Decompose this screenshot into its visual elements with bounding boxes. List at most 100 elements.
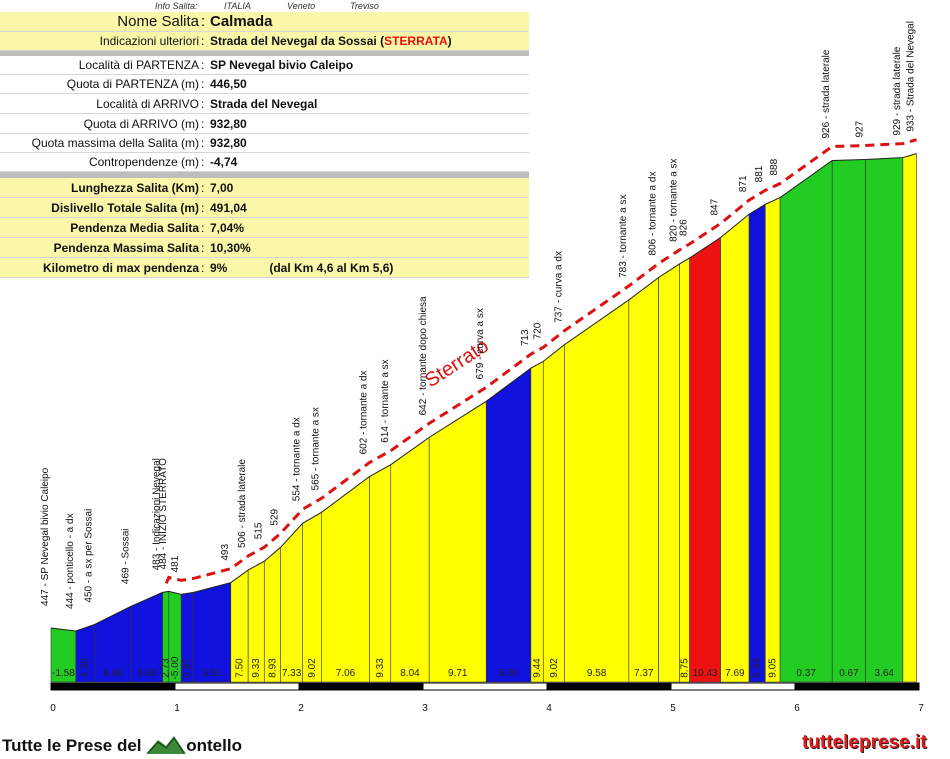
gradient-label: 9.33 bbox=[375, 658, 386, 678]
info-row-value: Strada del Nevegal da Sossai ( bbox=[210, 34, 385, 48]
info-row-end-altitude: Quota di ARRIVO (m) : 932,80 bbox=[0, 115, 529, 134]
profile-segment bbox=[390, 436, 430, 683]
gradient-label: 5.00 bbox=[499, 668, 519, 679]
x-tick-label: 4 bbox=[546, 703, 552, 714]
gradient-label: 5.33 bbox=[752, 658, 763, 678]
info-separator bbox=[0, 172, 529, 178]
stat-row-elevation-gain: Dislivello Totale Salita (m) : 491,04 bbox=[0, 199, 529, 218]
point-label: 554 - tornante a dx bbox=[292, 417, 303, 501]
gradient-label: 7.33 bbox=[282, 668, 302, 679]
gradient-label: 9.58 bbox=[587, 668, 607, 679]
gradient-label: 4.30 bbox=[80, 658, 91, 678]
info-row-start-place: Località di PARTENZA : SP Nevegal bivio … bbox=[0, 56, 529, 75]
point-label: 483 - Indicazioni Nevegal bbox=[152, 458, 163, 570]
stat-row-value: 9% bbox=[210, 261, 228, 275]
stat-row-label: Lunghezza Salita (Km) bbox=[70, 181, 199, 195]
km-bar-segment bbox=[174, 682, 300, 691]
x-tick-label: 1 bbox=[174, 703, 180, 714]
info-row-label: Quota massima della Salita (m) bbox=[31, 136, 199, 150]
gradient-label: 0.67 bbox=[839, 668, 859, 679]
profile-segment bbox=[748, 203, 766, 683]
point-label: 720 bbox=[532, 322, 543, 339]
info-row-label: Quota di PARTENZA (m) bbox=[66, 77, 199, 91]
point-label: 806 - tornante a dx bbox=[648, 172, 659, 256]
gradient-label: 9.02 bbox=[549, 658, 560, 678]
gradient-label: 7.50 bbox=[234, 658, 245, 678]
info-province: Treviso bbox=[350, 1, 379, 11]
stat-row-max-gradient: Pendenza Massima Salita : 10,30% bbox=[0, 239, 529, 258]
km-bar-segment bbox=[794, 682, 920, 691]
point-label: 450 - a sx per Sossai bbox=[83, 509, 94, 603]
km-bar-segment bbox=[422, 682, 548, 691]
profile-segment bbox=[865, 157, 904, 683]
point-label: 926 - strada laterale bbox=[821, 49, 832, 138]
point-label: 881 bbox=[754, 165, 765, 182]
profile-segment bbox=[542, 344, 565, 683]
stat-row-value: 7,04% bbox=[210, 221, 245, 235]
stat-row-value: 10,30% bbox=[210, 241, 251, 255]
info-box-stats bbox=[0, 178, 529, 278]
point-label: 847 bbox=[710, 198, 721, 215]
info-row-start-altitude: Quota di PARTENZA (m) : 446,50 bbox=[0, 75, 529, 94]
profile-segment bbox=[280, 522, 304, 683]
gradient-label: 2.73 bbox=[161, 658, 172, 678]
x-tick-label: 5 bbox=[670, 703, 676, 714]
point-label: 820 - tornante a sx bbox=[669, 158, 680, 241]
point-label: 614 - tornante a sx bbox=[380, 359, 391, 442]
point-label: 933 - Strada del Nevegal bbox=[906, 21, 917, 132]
footer-site: tutteleprese.it bbox=[802, 732, 927, 753]
point-label: 713 bbox=[520, 329, 531, 346]
info-row-label: Nome Salita bbox=[117, 13, 199, 30]
gradient-label: 7.06 bbox=[336, 668, 356, 679]
info-row-name: Nome Salita : Calmada bbox=[0, 13, 529, 32]
profile-segment bbox=[428, 400, 487, 683]
profile-segment bbox=[689, 236, 721, 683]
point-label: 565 - tornante a sx bbox=[310, 407, 321, 490]
point-label: 929 - strada laterale bbox=[892, 46, 903, 135]
profile-segment bbox=[628, 276, 659, 683]
gradient-label: 3.51 bbox=[202, 668, 222, 679]
footer-brand-tail: ontello bbox=[186, 736, 242, 755]
gradient-label: 5.60 bbox=[137, 668, 157, 679]
info-row-label: Località di ARRIVO bbox=[96, 97, 199, 111]
x-tick-label: 2 bbox=[298, 703, 304, 714]
stat-row-length: Lunghezza Salita (Km) : 7,00 bbox=[0, 179, 529, 198]
stat-row-value: 7,00 bbox=[210, 181, 234, 195]
x-tick-label: 7 bbox=[918, 703, 924, 714]
gradient-label: 9.02 bbox=[307, 658, 318, 678]
point-label: 826 bbox=[679, 219, 690, 236]
stat-row-value-extra: (dal Km 4,6 al Km 5,6) bbox=[269, 261, 394, 275]
point-label: 481 bbox=[170, 555, 181, 572]
info-row-value: 932,80 bbox=[210, 136, 247, 150]
stat-row-value: 491,04 bbox=[210, 201, 247, 215]
info-row-value: -4,74 bbox=[210, 155, 238, 169]
gradient-label: 0.87 bbox=[182, 658, 193, 678]
info-row-label: Contropendenze (m) bbox=[88, 155, 199, 169]
gradient-label: 9.44 bbox=[532, 658, 543, 678]
unpaved-dashed-line bbox=[164, 138, 917, 584]
info-row-value: SP Nevegal bivio Caleipo bbox=[210, 58, 354, 72]
info-box-mid bbox=[0, 56, 529, 174]
info-row-label: Quota di ARRIVO (m) bbox=[83, 117, 199, 131]
footer-brand-text: Tutte le Prese del bbox=[2, 736, 147, 755]
km-bar-segment bbox=[546, 682, 672, 691]
info-row-value-highlight: STERRATA bbox=[384, 34, 448, 48]
point-label: 447 - SP Nevegal bivio Caleipo bbox=[40, 467, 51, 606]
info-row-value: 446,50 bbox=[210, 77, 247, 91]
km-bar-segment bbox=[298, 682, 424, 691]
profile-segment bbox=[831, 159, 866, 683]
gradient-label: 0.37 bbox=[796, 668, 816, 679]
gradient-label: 8.75 bbox=[680, 658, 691, 678]
info-row-label: Indicazioni ulteriori bbox=[99, 34, 199, 48]
profile-segment bbox=[779, 159, 833, 683]
profile-outline bbox=[50, 153, 917, 632]
info-country: ITALIA bbox=[224, 1, 251, 11]
profile-segment bbox=[902, 153, 917, 683]
x-tick-label: 3 bbox=[422, 703, 428, 714]
profile-segment bbox=[679, 257, 690, 683]
info-row-indications: Indicazioni ulteriori : Strada del Neveg… bbox=[0, 32, 529, 51]
info-row-end-place: Località di ARRIVO : Strada del Nevegal bbox=[0, 95, 529, 114]
stat-row-label: Dislivello Totale Salita (m) bbox=[51, 201, 199, 215]
km-bar-segment bbox=[50, 682, 176, 691]
profile-segment bbox=[720, 213, 750, 683]
